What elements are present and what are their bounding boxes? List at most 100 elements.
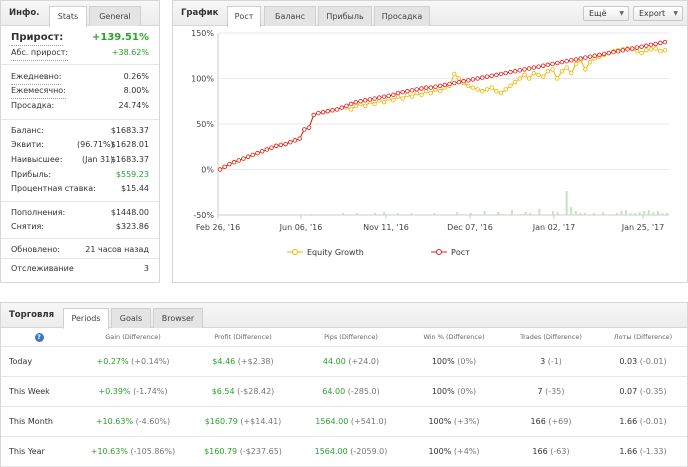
divider bbox=[1, 64, 159, 65]
series-point bbox=[639, 44, 644, 49]
volume-bar bbox=[602, 212, 605, 215]
series-point bbox=[325, 109, 330, 114]
series-point bbox=[316, 110, 321, 116]
series-point bbox=[461, 79, 466, 84]
volume-bar bbox=[579, 213, 582, 215]
updated-row: Обновлено: 21 часов назад bbox=[11, 243, 149, 257]
x-tick-label: Jan 02, '17 bbox=[532, 223, 576, 232]
updated-label: Обновлено: bbox=[11, 245, 60, 254]
tab-goals[interactable]: Goals bbox=[111, 308, 151, 328]
series-point bbox=[217, 167, 223, 172]
export-dropdown[interactable]: Export ▼ bbox=[633, 6, 683, 21]
drawdown-label: Просадка: bbox=[11, 101, 55, 110]
pips-diff: (-2059.0) bbox=[350, 446, 388, 456]
equity-pct: (96.71%) bbox=[77, 140, 114, 149]
cell-gain: +0.39% (-1.74%) bbox=[77, 376, 189, 407]
info-panel: Инфо. Stats General Прирост: +139.51% Аб… bbox=[0, 0, 160, 283]
growth-value: +139.51% bbox=[92, 32, 149, 43]
series-point bbox=[423, 89, 429, 94]
volume-bar bbox=[510, 210, 513, 215]
series-point bbox=[531, 65, 537, 70]
cell-lots: 0.03 (-0.01) bbox=[599, 346, 687, 377]
series-point bbox=[452, 80, 457, 86]
growth-label: Прирост: bbox=[11, 31, 64, 46]
series-point bbox=[456, 79, 462, 85]
cell-gain: +10.63% (-105.86%) bbox=[77, 436, 189, 467]
col-lots[interactable]: Лоты (Difference) bbox=[599, 329, 687, 347]
col-win[interactable]: Win % (Difference) bbox=[405, 329, 503, 347]
y-tick-label: 100% bbox=[191, 75, 214, 84]
series-point bbox=[363, 98, 368, 103]
x-tick-label: Jan 25, '17 bbox=[621, 223, 665, 232]
cell-profit: $6.54 (-$28.42) bbox=[189, 376, 297, 407]
col-profit[interactable]: Profit (Difference) bbox=[189, 329, 297, 347]
series-point bbox=[423, 85, 429, 90]
withdrawals-value: $323.86 bbox=[115, 222, 149, 231]
series-point bbox=[484, 74, 490, 79]
more-dropdown[interactable]: Ещё ▼ bbox=[583, 6, 629, 21]
series-point bbox=[564, 65, 569, 70]
series-point bbox=[526, 66, 532, 71]
series-point bbox=[498, 90, 504, 96]
table-row: This Year +10.63% (-105.86%) $160.79 (-$23… bbox=[1, 436, 687, 467]
lots-diff: (-1.33) bbox=[639, 446, 667, 456]
series-point bbox=[611, 49, 616, 55]
series-point bbox=[395, 94, 401, 99]
trading-title: Торговля bbox=[9, 310, 55, 320]
trades-value: 166 bbox=[530, 416, 546, 426]
series-point bbox=[545, 69, 551, 74]
gain-value: +0.39% bbox=[98, 386, 131, 396]
tab-profit[interactable]: Прибыль bbox=[318, 6, 372, 26]
volume-bar bbox=[666, 213, 668, 215]
pips-value: 44.00 bbox=[322, 356, 346, 366]
series-point bbox=[541, 63, 546, 68]
volume-bar bbox=[456, 212, 459, 215]
series-point bbox=[583, 55, 588, 60]
win-value: 100% bbox=[431, 356, 455, 366]
periods-table: ? Gain (Difference) Profit (Difference) … bbox=[1, 329, 687, 467]
series-point bbox=[358, 99, 363, 104]
volume-bar bbox=[342, 213, 345, 215]
series-point bbox=[348, 107, 354, 112]
info-header: Инфо. Stats General bbox=[1, 1, 159, 27]
series-point bbox=[367, 97, 373, 102]
volume-bar bbox=[652, 212, 655, 215]
col-pips[interactable]: Pips (Difference) bbox=[297, 329, 405, 347]
col-gain[interactable]: Gain (Difference) bbox=[77, 329, 189, 347]
volume-bar bbox=[396, 213, 399, 215]
growth-row: Прирост: +139.51% bbox=[11, 31, 149, 47]
tab-balance[interactable]: Баланс bbox=[264, 6, 316, 26]
series-point bbox=[292, 138, 298, 143]
abs-growth-value: +38.62% bbox=[111, 48, 149, 57]
interest-value: $15.44 bbox=[121, 184, 149, 193]
tab-drawdown[interactable]: Просадка bbox=[374, 6, 430, 26]
series-point bbox=[475, 76, 480, 81]
series-point bbox=[320, 109, 326, 115]
series-point bbox=[452, 71, 457, 77]
cell-period: This Week bbox=[1, 376, 77, 407]
tab-stats[interactable]: Stats bbox=[49, 6, 87, 27]
trades-value: 166 bbox=[532, 446, 548, 456]
volume-bar bbox=[593, 213, 596, 215]
tab-growth[interactable]: Рост bbox=[227, 6, 261, 27]
lots-value: 0.07 bbox=[619, 386, 638, 396]
tab-periods[interactable]: Periods bbox=[63, 308, 109, 329]
profit-diff: (-$237.65) bbox=[239, 446, 282, 456]
abs-growth-label: Абс. прирост: bbox=[11, 46, 69, 61]
series-point bbox=[255, 150, 260, 156]
profit-diff: (+$14.41) bbox=[240, 416, 282, 426]
col-trades[interactable]: Trades (Difference) bbox=[503, 329, 599, 347]
tab-general[interactable]: General bbox=[89, 6, 141, 26]
series-line bbox=[219, 41, 666, 170]
gain-diff: (-1.74%) bbox=[133, 386, 168, 396]
series-point bbox=[578, 56, 583, 61]
cell-gain: +10.63% (-4.60%) bbox=[77, 406, 189, 437]
series-point bbox=[372, 101, 377, 107]
series-point bbox=[409, 88, 415, 93]
withdrawals-label: Снятия: bbox=[11, 222, 44, 231]
equity-value: $1628.01 bbox=[110, 140, 149, 149]
period-value: Today bbox=[9, 356, 33, 366]
tab-browser[interactable]: Browser bbox=[153, 308, 203, 328]
cell-period: Today bbox=[1, 346, 77, 377]
help-icon[interactable]: ? bbox=[34, 332, 44, 342]
